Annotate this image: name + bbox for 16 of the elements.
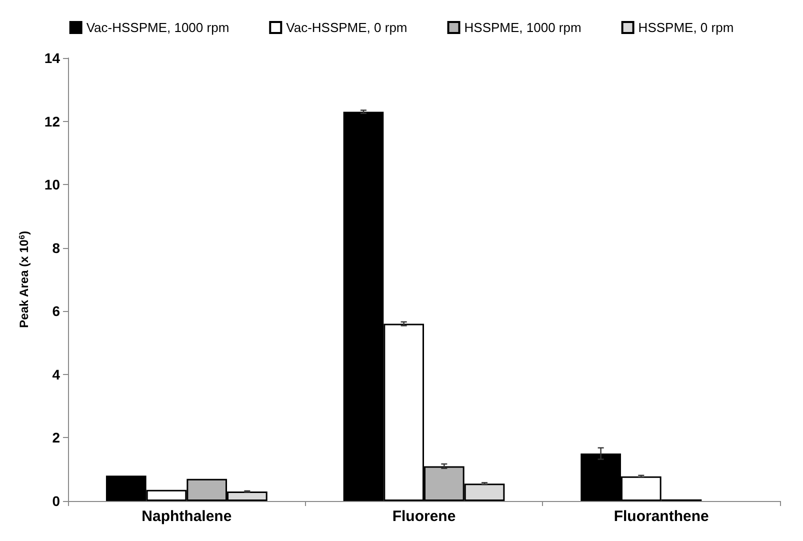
x-tick-label: Fluorene [392, 508, 456, 525]
x-tick-label: Fluoranthene [614, 508, 709, 525]
y-tick-label: 6 [52, 303, 60, 320]
legend-label: HSSPME, 0 rpm [638, 20, 734, 35]
y-tick-label: 8 [52, 240, 60, 256]
y-axis-title: Peak Area (x 106) [17, 230, 31, 328]
legend-label: Vac-HSSPME, 0 rpm [286, 20, 408, 35]
y-tick-label: 0 [52, 493, 60, 509]
y-tick-label: 2 [52, 430, 60, 446]
x-tick-label: Naphthalene [142, 508, 232, 525]
legend-label: Vac-HSSPME, 1000 rpm [86, 20, 230, 35]
y-tick-label: 12 [44, 113, 60, 130]
y-tick-label: 10 [44, 176, 60, 193]
y-tick-label: 4 [52, 366, 60, 382]
y-tick-label: 14 [44, 50, 60, 66]
legend-label: HSSPME, 1000 rpm [464, 20, 582, 35]
